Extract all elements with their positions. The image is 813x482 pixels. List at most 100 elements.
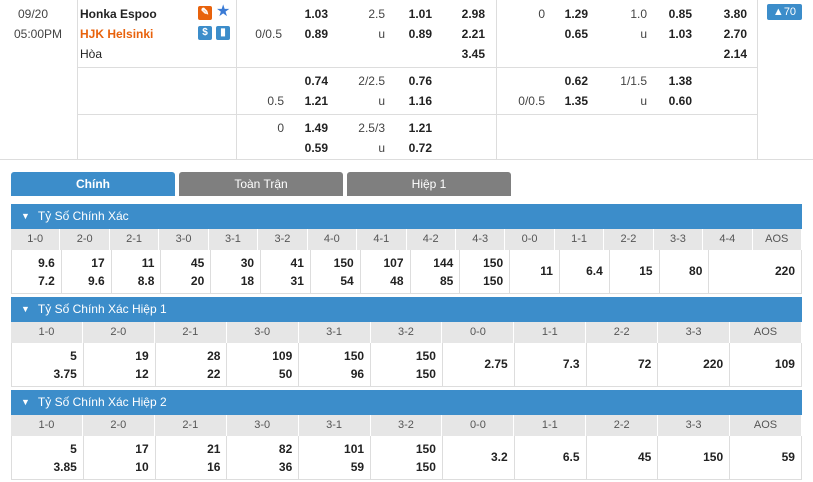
odds-value[interactable]: 0.62 [564,74,588,88]
score-odds-cell[interactable]: 2.75 [443,343,515,386]
odds-value: 12 [135,367,149,381]
collapse-icon[interactable]: ▼ [21,397,30,407]
score-odds-cell[interactable]: 107 48 [361,250,411,293]
odds-value: 150 [483,274,504,288]
score-label: 2-2 [586,415,659,436]
score-odds-cell[interactable]: 5 3.75 [11,343,84,386]
odds-value[interactable]: 1.35 [564,94,588,108]
section-header[interactable]: ▼ Tỷ Số Chính Xác [11,204,802,229]
odds-value[interactable]: 1.16 [408,94,432,108]
odds-value[interactable]: 1.49 [304,121,328,135]
score-odds-cell[interactable]: 72 [587,343,659,386]
score-odds-cell[interactable]: 150 150 [371,436,443,479]
score-odds-cell[interactable]: 30 18 [211,250,262,293]
odds-value[interactable]: 1.38 [668,74,692,88]
score-odds-cell[interactable]: 15 [610,250,660,293]
ou-under-label: u [378,27,385,41]
score-odds-cell[interactable]: 9.6 7.2 [11,250,62,293]
odds-value[interactable]: 3.45 [461,47,485,61]
hdp-line: 0/0.5 [518,94,545,108]
odds-value[interactable]: 0.89 [408,27,432,41]
home-team[interactable]: Honka Espoo [80,7,157,21]
tab-full-time[interactable]: Toàn Trận [179,172,343,196]
odds-value: 150 [333,256,354,270]
odds-value: 16 [207,460,221,474]
score-odds-cell[interactable]: 82 36 [227,436,300,479]
score-odds-cell[interactable]: 21 16 [156,436,228,479]
collapse-icon[interactable]: ▼ [21,304,30,314]
away-team[interactable]: HJK Helsinki [80,27,154,41]
score-odds-cell[interactable]: 45 20 [161,250,212,293]
ou-line: 2/2.5 [358,74,385,88]
odds-value: 150 [415,349,436,363]
score-odds-cell[interactable]: 150 96 [299,343,372,386]
odds-value: 8.8 [137,274,155,288]
score-odds-cell[interactable]: 101 59 [299,436,372,479]
score-odds-cell[interactable]: 150 [658,436,731,479]
tab-first-half[interactable]: Hiệp 1 [347,172,511,196]
star-icon[interactable]: ★ [216,3,231,20]
score-odds-cell[interactable]: 7.3 [515,343,587,386]
odds-value: 28 [207,349,221,363]
score-odds-cell[interactable]: 6.4 [560,250,610,293]
score-odds-cell[interactable]: 59 [730,436,802,479]
score-odds-cell[interactable]: 80 [660,250,710,293]
score-odds-cell[interactable]: 6.5 [515,436,587,479]
score-odds-cell[interactable]: 5 3.85 [11,436,84,479]
odds-value[interactable]: 2.14 [723,47,747,61]
divider [236,0,237,160]
odds-value[interactable]: 1.01 [408,7,432,21]
odds-value[interactable]: 1.03 [668,27,692,41]
score-odds-cell[interactable]: 11 8.8 [112,250,162,293]
section-header[interactable]: ▼ Tỷ Số Chính Xác Hiệp 2 [11,390,802,415]
score-odds-cell[interactable]: 150 150 [371,343,443,386]
score-odds-cell[interactable]: 45 [587,436,659,479]
odds-value[interactable]: 0.59 [304,141,328,155]
more-markets-badge[interactable]: ▲70 [767,4,802,20]
score-odds-cell[interactable]: 11 [510,250,560,293]
odds-value[interactable]: 0.74 [304,74,328,88]
odds-value[interactable]: 0.85 [668,7,692,21]
score-odds-cell[interactable]: 17 9.6 [62,250,112,293]
collapse-icon[interactable]: ▼ [21,211,30,221]
score-odds-cell[interactable]: 150 150 [460,250,511,293]
odds-value[interactable]: 0.72 [408,141,432,155]
tab-main[interactable]: Chính [11,172,175,196]
odds-value[interactable]: 2.70 [723,27,747,41]
odds-value[interactable]: 3.80 [723,7,747,21]
divider [496,0,497,160]
draw-label: Hòa [80,47,103,61]
odds-value[interactable]: 1.03 [304,7,328,21]
ou-line: 2.5 [368,7,385,21]
odds-value[interactable]: 0.89 [304,27,328,41]
score-odds-cell[interactable]: 144 85 [411,250,461,293]
odds-value[interactable]: 1.21 [304,94,328,108]
score-odds-cell[interactable]: 3.2 [443,436,515,479]
score-label: 3-0 [159,229,209,250]
score-odds-cell[interactable]: 150 54 [311,250,361,293]
score-odds-cell[interactable]: 220 [658,343,731,386]
score-odds-cell[interactable]: 17 10 [84,436,156,479]
score-odds-cell[interactable]: 41 31 [261,250,311,293]
score-odds-cell[interactable]: 109 [730,343,802,386]
odds-value[interactable]: 0.65 [564,27,588,41]
hdp-line: 0 [277,121,284,135]
odds-value[interactable]: 2.98 [461,7,485,21]
odds-value[interactable]: 1.29 [564,7,588,21]
score-odds-cell[interactable]: 19 12 [84,343,156,386]
dollar-icon[interactable]: $ [198,26,212,40]
odds-value: 20 [190,274,205,288]
score-odds-cell[interactable]: 109 50 [227,343,300,386]
odds-value: 101 [344,442,365,456]
score-odds-cell[interactable]: 28 22 [156,343,228,386]
chart-icon[interactable]: ▮ [216,26,230,40]
odds-value: 150 [483,256,504,270]
odds-value[interactable]: 1.21 [408,121,432,135]
score-odds-cell[interactable]: 220 [709,250,802,293]
odds-value[interactable]: 2.21 [461,27,485,41]
calendar-icon[interactable]: ✎ [198,6,212,20]
odds-value[interactable]: 0.60 [668,94,692,108]
section-header[interactable]: ▼ Tỷ Số Chính Xác Hiệp 1 [11,297,802,322]
odds-value[interactable]: 0.76 [408,74,432,88]
score-label: 3-2 [371,415,443,436]
